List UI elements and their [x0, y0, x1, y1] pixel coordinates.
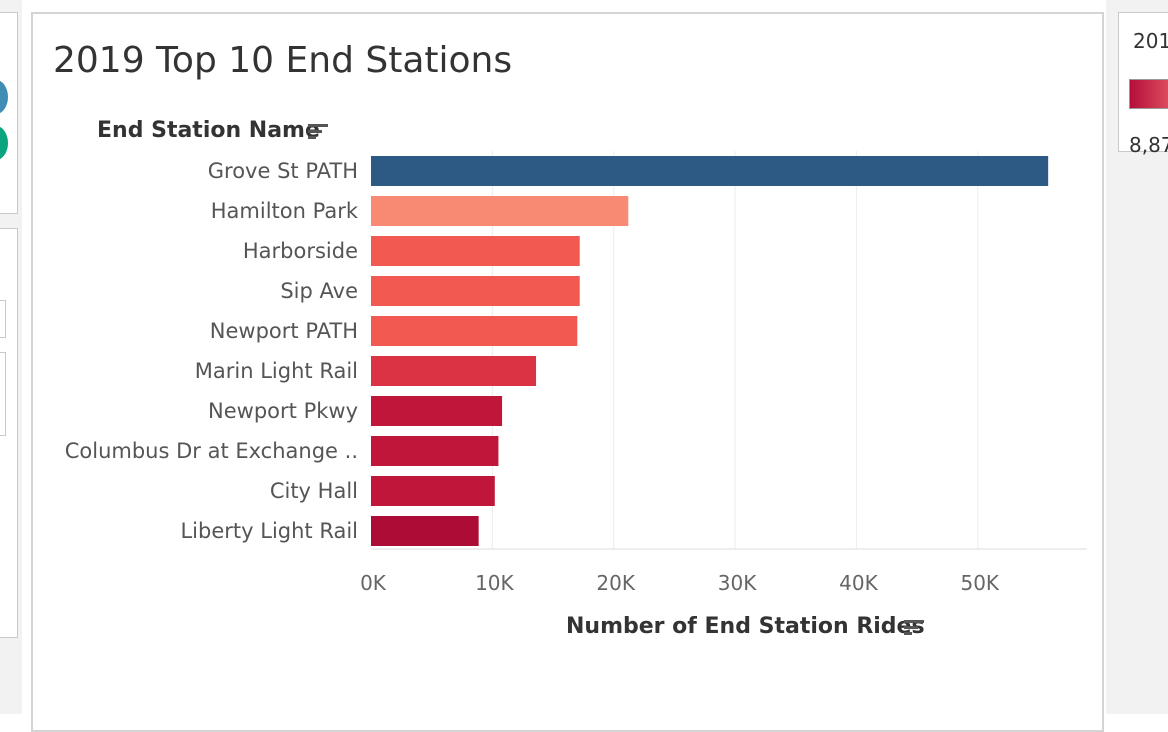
color-legend-dot-blue[interactable] [0, 80, 8, 114]
sort-icon[interactable] [308, 124, 328, 140]
x-tick-label: 50K [960, 571, 999, 595]
left-input-box[interactable] [0, 300, 6, 338]
y-category-label: Newport PATH [210, 319, 358, 343]
legend-title: 201 [1133, 29, 1168, 53]
bar[interactable] [371, 396, 503, 426]
y-category-label: Marin Light Rail [195, 359, 358, 383]
x-tick-label: 0K [360, 571, 387, 595]
bar-chart: Grove St PATH Hamilton Park Harborside Sip … [65, 151, 1087, 595]
bar[interactable] [371, 156, 1049, 186]
legend-min-value: 8,87 [1129, 133, 1168, 157]
bar[interactable] [371, 196, 629, 226]
left-list-box[interactable] [0, 352, 6, 436]
color-legend-dot-green[interactable] [0, 126, 8, 160]
y-category-label: Harborside [243, 239, 358, 263]
y-category-label: Grove St PATH [208, 159, 358, 183]
bar[interactable] [371, 436, 499, 466]
x-tick-label: 20K [596, 571, 635, 595]
bar[interactable] [371, 236, 580, 266]
y-category-label: City Hall [270, 479, 358, 503]
y-category-label: Hamilton Park [211, 199, 359, 223]
y-axis-title: End Station Name [97, 118, 320, 143]
chart-panel [31, 12, 1104, 732]
x-axis-title: Number of End Station Rides [566, 614, 925, 639]
y-category-label: Liberty Light Rail [180, 519, 358, 543]
x-tick-label: 40K [839, 571, 878, 595]
x-tick-label: 30K [718, 571, 757, 595]
sort-icon[interactable] [904, 620, 924, 636]
bar[interactable] [371, 316, 578, 346]
bar[interactable] [371, 476, 495, 506]
bar[interactable] [371, 516, 479, 546]
legend-color-ramp [1129, 79, 1168, 109]
color-legend-card: 201 8,87 [1118, 12, 1168, 157]
chart-title: 2019 Top 10 End Stations [53, 40, 513, 81]
x-tick-label: 10K [475, 571, 514, 595]
left-filter-card [0, 12, 18, 214]
y-category-label: Newport Pkwy [208, 399, 358, 423]
y-category-label: Columbus Dr at Exchange .. [65, 439, 358, 463]
bar[interactable] [371, 356, 537, 386]
bar[interactable] [371, 276, 580, 306]
y-category-label: Sip Ave [280, 279, 358, 303]
